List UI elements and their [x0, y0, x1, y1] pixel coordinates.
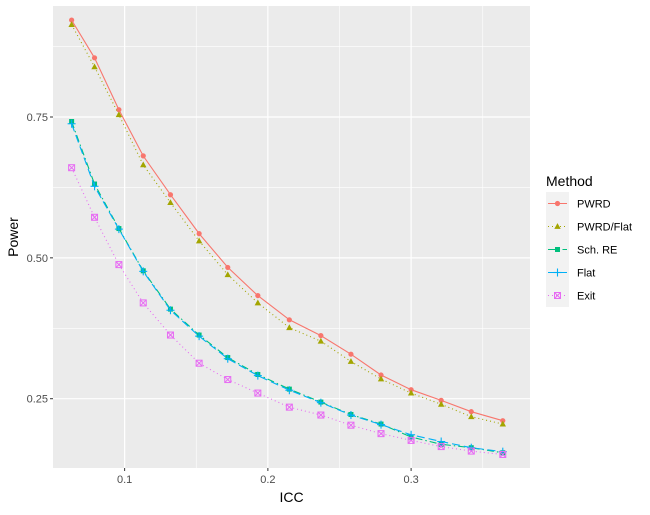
data-point-flat: [285, 386, 294, 395]
data-point-exit: [347, 421, 355, 429]
legend-key-pwrd: [546, 192, 569, 215]
data-point-exit: [91, 213, 99, 221]
data-point-pwrd: [225, 264, 231, 271]
data-point-pwrd-flat: [224, 271, 231, 278]
data-point-pwrd-flat: [195, 237, 203, 244]
data-point-pwrd-flat: [468, 413, 475, 420]
data-point-pwrd-flat: [317, 337, 325, 344]
legend-title: Method: [546, 173, 593, 189]
data-point-flat: [253, 371, 262, 380]
data-point-pwrd-flat: [167, 199, 174, 206]
x-tick-label: 0.3: [403, 474, 418, 486]
data-point-pwrd: [140, 153, 146, 159]
data-point-exit: [115, 261, 123, 269]
legend-label-sch-re: Sch. RE: [577, 245, 617, 257]
major-gridlines: [53, 6, 530, 468]
data-point-pwrd: [91, 55, 98, 61]
data-point-pwrd-flat: [407, 389, 415, 396]
legend-label-pwrd-flat: PWRD/Flat: [577, 222, 632, 234]
data-point-flat: [377, 420, 386, 429]
data-point-exit: [407, 436, 415, 444]
data-point-pwrd: [468, 409, 474, 415]
y-tick-label: 0.50: [27, 253, 48, 265]
data-point-pwrd: [438, 397, 444, 403]
data-point-flat: [223, 354, 232, 363]
data-point-exit: [254, 389, 262, 397]
data-point-pwrd: [348, 351, 354, 357]
data-point-pwrd-flat: [499, 420, 506, 427]
data-point-flat: [166, 306, 175, 315]
data-point-flat: [316, 398, 325, 407]
data-point-flat: [90, 182, 99, 191]
legend-key-pwrd-flat: [546, 215, 569, 238]
legend-marker-pwrd-flat: [554, 223, 561, 229]
legend: Method PWRD PWRD/Flat Sch. RE Flat Exit: [546, 173, 632, 307]
data-point-flat: [67, 119, 76, 128]
x-tick-label: 0.2: [260, 474, 275, 486]
legend-key-exit: [546, 284, 569, 307]
x-axis: 0.1 0.2 0.3: [117, 468, 419, 486]
series-line-pwrd: [71, 19, 503, 422]
data-point-pwrd: [69, 17, 75, 23]
data-point-exit: [166, 331, 174, 339]
data-point-pwrd-flat: [68, 21, 75, 27]
x-tick-label: 0.1: [117, 474, 132, 486]
data-point-exit: [437, 443, 445, 451]
legend-label-pwrd: PWRD: [577, 199, 611, 211]
data-point-exit: [467, 447, 475, 455]
data-point-exit: [139, 299, 147, 307]
data-point-pwrd-flat: [377, 375, 385, 382]
data-point-pwrd: [196, 231, 202, 237]
data-point-pwrd: [116, 107, 122, 113]
legend-marker-exit: [554, 292, 561, 299]
y-tick-label: 0.75: [27, 112, 48, 124]
data-point-exit: [68, 164, 76, 172]
data-point-exit: [499, 450, 507, 458]
legend-label-exit: Exit: [577, 291, 595, 303]
legend-key-flat: [546, 261, 569, 284]
series-line-pwrd-flat: [71, 24, 503, 425]
data-point-flat: [195, 332, 204, 341]
data-point-exit: [224, 376, 232, 384]
data-point-flat: [114, 225, 123, 234]
data-point-pwrd-flat: [140, 161, 147, 168]
data-point-exit: [195, 359, 203, 367]
legend-label-flat: Flat: [577, 268, 595, 280]
y-axis: 0.25 0.50 0.75: [27, 112, 53, 406]
data-point-exit: [317, 411, 325, 419]
data-point-flat: [346, 411, 355, 420]
series-pwrd: [69, 17, 506, 424]
data-point-flat: [437, 437, 446, 446]
data-point-pwrd: [286, 317, 292, 323]
legend-marker-sch-re: [555, 247, 560, 252]
data-point-exit: [377, 430, 385, 438]
data-point-pwrd-flat: [115, 111, 123, 118]
data-point-pwrd-flat: [437, 400, 445, 407]
series-pwrd-flat: [68, 21, 506, 427]
data-point-pwrd-flat: [254, 299, 262, 306]
data-point-exit: [285, 403, 293, 411]
data-point-pwrd: [318, 332, 324, 339]
series-exit: [68, 164, 507, 458]
data-point-pwrd-flat: [91, 63, 98, 70]
data-point-pwrd: [378, 372, 384, 378]
data-point-pwrd: [167, 192, 174, 198]
series-layer: [67, 17, 507, 458]
legend-key-sch-re: [546, 238, 569, 261]
legend-marker-pwrd: [554, 200, 561, 207]
y-axis-title: Power: [5, 217, 21, 257]
x-axis-title: ICC: [279, 489, 303, 505]
y-tick-label: 0.25: [27, 394, 48, 406]
data-point-pwrd: [255, 292, 261, 299]
data-point-pwrd-flat: [286, 324, 293, 331]
legend-marker-flat: [553, 268, 562, 277]
series-flat: [67, 119, 507, 456]
data-point-pwrd-flat: [347, 358, 355, 364]
series-line-flat: [71, 123, 503, 453]
data-point-flat: [139, 267, 148, 276]
